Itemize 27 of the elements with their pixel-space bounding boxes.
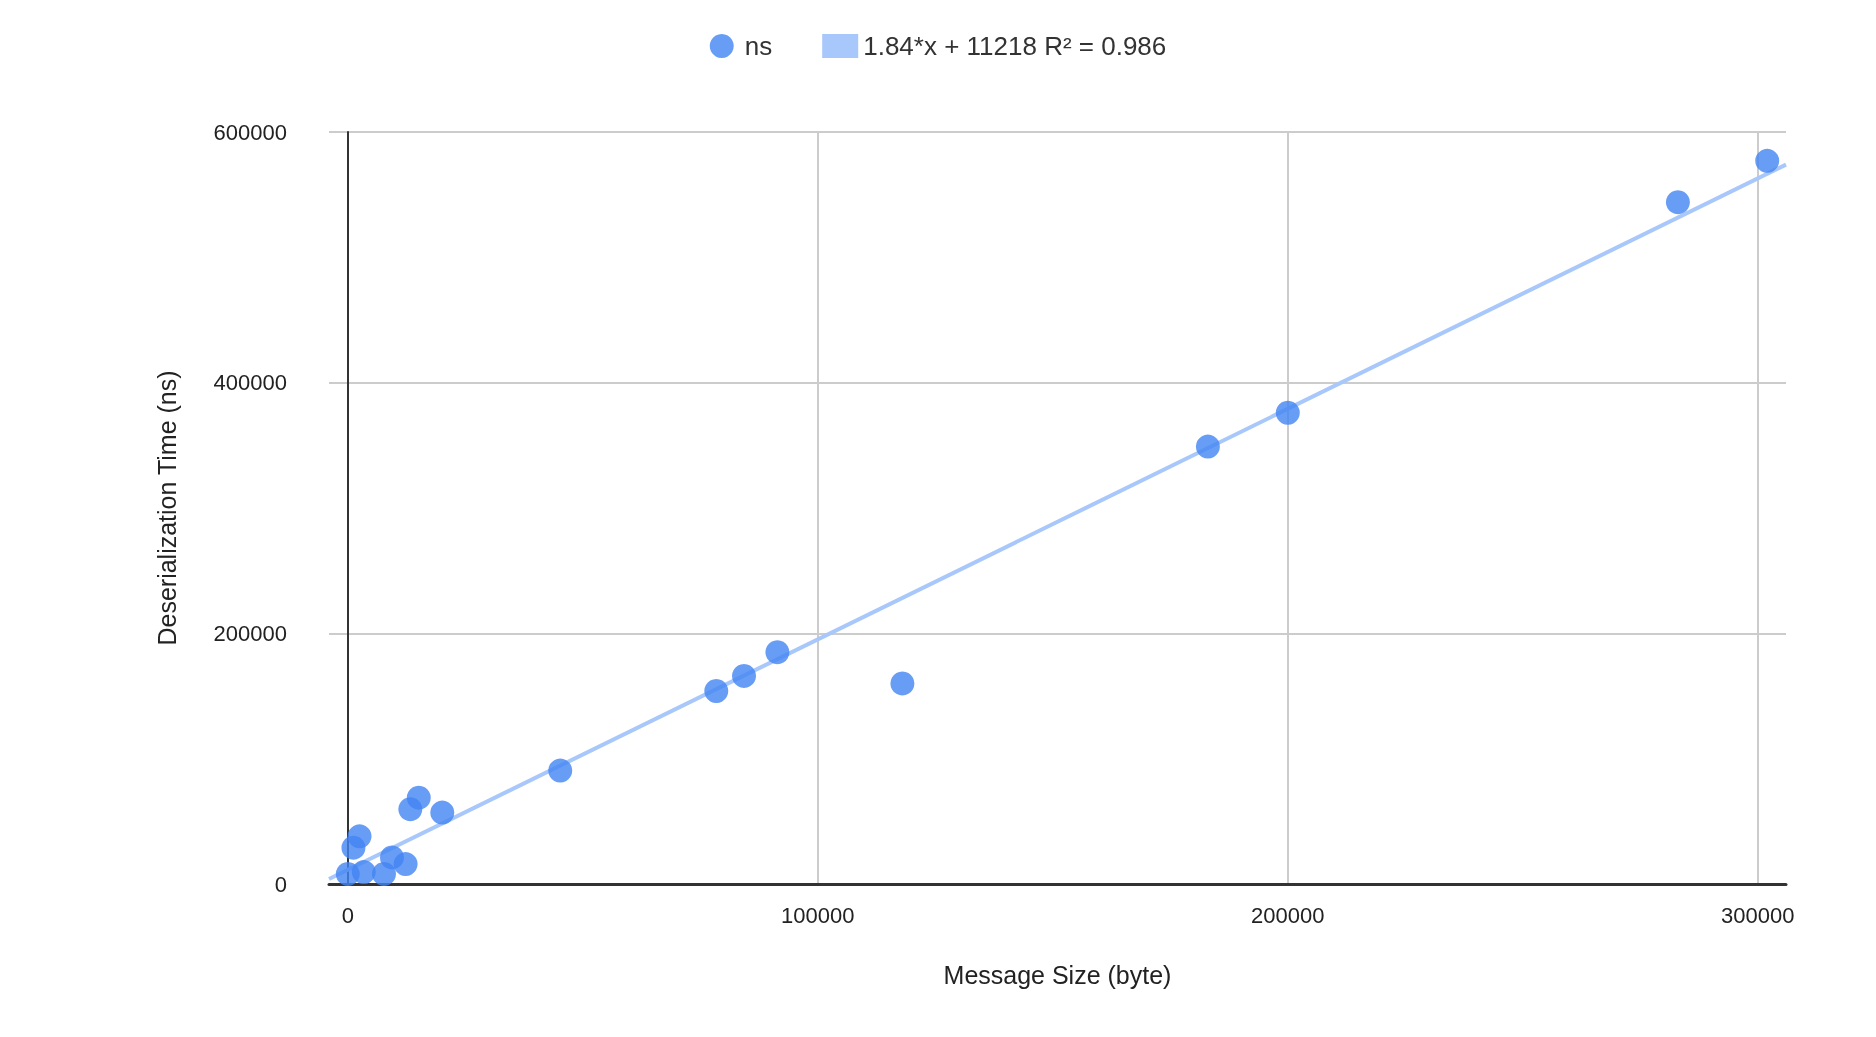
point [732,663,757,688]
point [704,678,729,703]
x-tick-label: 100000 [781,902,855,928]
point [1755,148,1780,173]
legend-label: ns [744,31,773,61]
x-tick-label: 200000 [1251,902,1325,928]
point [765,640,790,665]
point [1275,400,1300,425]
point [341,835,366,860]
y-tick-label: 600000 [213,119,287,145]
y-axis-title: Deserialization Time (ns) [152,370,181,646]
x-tick-label: 0 [341,902,354,928]
x-axis-title: Message Size (byte) [943,960,1172,989]
y-tick-label: 0 [274,871,287,897]
point [1665,190,1690,215]
y-tick-label: 200000 [213,620,287,646]
point [890,671,915,696]
point [372,861,396,886]
point [393,852,418,877]
legend-label: 1.84*x + 11218 R² = 0.986 [863,31,1167,61]
x-tick-label: 300000 [1721,902,1795,928]
point [398,797,423,822]
point [1195,434,1220,459]
point [430,800,455,825]
point [351,860,376,885]
y-tick-label: 400000 [213,370,287,396]
point [548,758,573,783]
